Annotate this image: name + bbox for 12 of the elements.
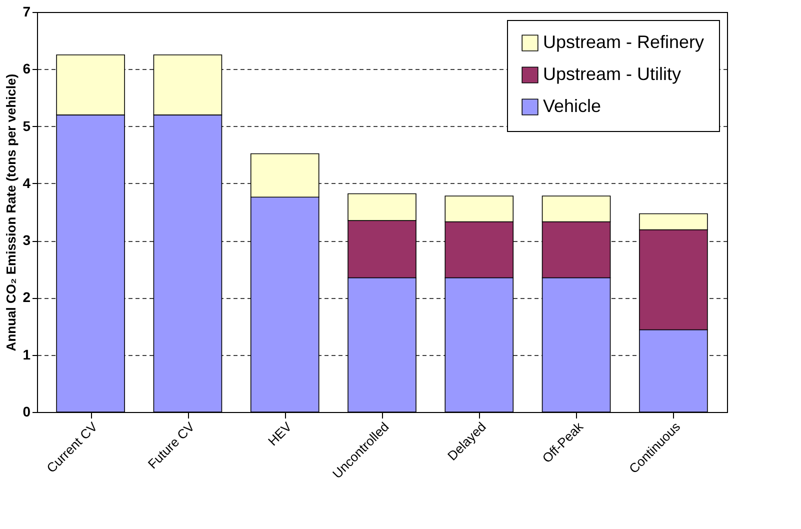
y-tick-label: 6 xyxy=(22,60,31,77)
y-tick-label: 7 xyxy=(22,4,31,20)
y-tick-label: 5 xyxy=(22,118,31,134)
legend-label: Upstream - Utility xyxy=(543,64,682,84)
y-tick-label: 0 xyxy=(22,404,31,420)
legend-label: Vehicle xyxy=(543,96,602,116)
y-tick-label: 4 xyxy=(22,174,31,191)
legend-label: Upstream - Refinery xyxy=(543,32,704,52)
y-axis-title: Annual CO₂ Emission Rate (tons per vehicle) xyxy=(4,74,19,352)
y-tick-label: 3 xyxy=(22,232,31,248)
y-tick-label: 2 xyxy=(22,289,31,306)
y-tick-label: 1 xyxy=(22,346,31,362)
